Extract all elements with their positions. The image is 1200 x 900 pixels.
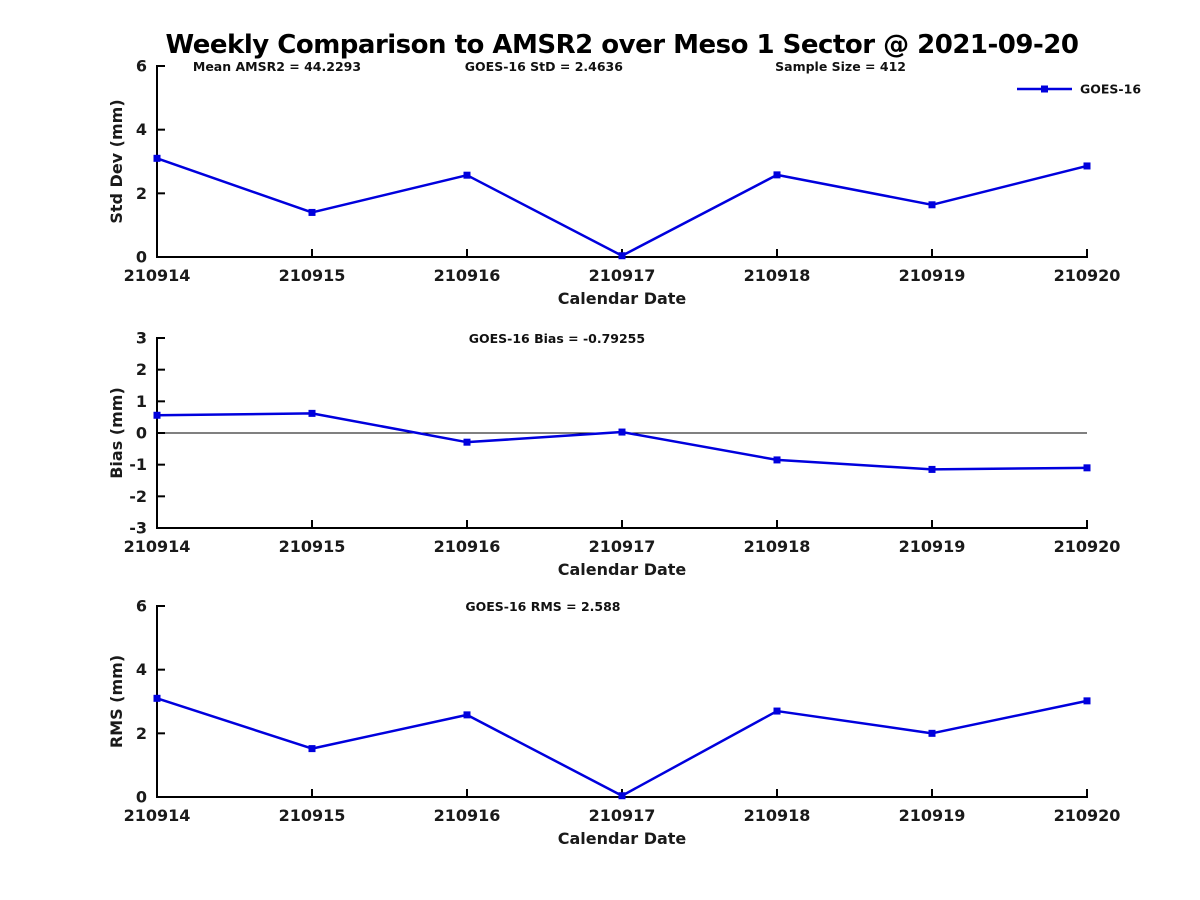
- y-tick-label: 0: [136, 788, 147, 807]
- y-tick-label: 2: [136, 184, 147, 203]
- x-tick-label: 210918: [744, 537, 811, 556]
- y-tick-label: 4: [136, 660, 147, 679]
- x-tick-label: 210920: [1054, 266, 1121, 285]
- x-tick-label: 210920: [1054, 806, 1121, 825]
- data-point-marker: [928, 201, 936, 209]
- x-tick-label: 210915: [279, 537, 346, 556]
- data-point-marker: [773, 171, 781, 179]
- x-tick-label: 210916: [434, 537, 501, 556]
- data-point-marker: [773, 707, 781, 715]
- x-tick-label: 210916: [434, 266, 501, 285]
- x-tick-label: 210918: [744, 266, 811, 285]
- x-axis-label: Calendar Date: [558, 829, 687, 848]
- data-point-marker: [153, 694, 161, 702]
- y-tick-label: -3: [129, 519, 147, 538]
- x-tick-label: 210920: [1054, 537, 1121, 556]
- y-tick-label: 0: [136, 248, 147, 267]
- x-tick-label: 210914: [124, 266, 191, 285]
- x-tick-label: 210918: [744, 806, 811, 825]
- data-point-marker: [308, 745, 316, 753]
- data-point-marker: [1083, 162, 1091, 170]
- x-tick-label: 210914: [124, 537, 191, 556]
- y-axis-label: RMS (mm): [107, 655, 126, 748]
- y-tick-label: -1: [129, 455, 147, 474]
- data-point-marker: [153, 411, 161, 419]
- y-tick-label: 0: [136, 424, 147, 443]
- x-tick-label: 210917: [589, 537, 656, 556]
- chart-annotation: GOES-16 Bias = -0.79255: [469, 331, 645, 346]
- y-tick-label: 2: [136, 724, 147, 743]
- data-point-marker: [153, 154, 161, 162]
- data-point-marker: [618, 428, 626, 436]
- y-tick-label: -2: [129, 487, 147, 506]
- chart-title: Weekly Comparison to AMSR2 over Meso 1 S…: [165, 30, 1079, 60]
- y-tick-label: 1: [136, 392, 147, 411]
- x-tick-label: 210917: [589, 806, 656, 825]
- x-tick-label: 210915: [279, 806, 346, 825]
- data-point-marker: [308, 208, 316, 216]
- chart-annotation: Mean AMSR2 = 44.2293: [193, 59, 361, 74]
- legend-marker: [1041, 85, 1048, 93]
- data-point-marker: [618, 792, 626, 800]
- data-point-marker: [618, 252, 626, 260]
- chart-annotation: GOES-16 StD = 2.4636: [465, 59, 623, 74]
- x-tick-label: 210916: [434, 806, 501, 825]
- x-tick-label: 210919: [899, 266, 966, 285]
- data-point-marker: [463, 171, 471, 179]
- chart-annotation: Sample Size = 412: [775, 59, 906, 74]
- x-axis-label: Calendar Date: [558, 560, 687, 579]
- series-line: [156, 412, 1088, 471]
- x-axis-label: Calendar Date: [558, 289, 687, 308]
- x-tick-label: 210914: [124, 806, 191, 825]
- x-tick-label: 210915: [279, 266, 346, 285]
- legend-label: GOES-16: [1080, 82, 1141, 97]
- y-tick-label: 6: [136, 597, 147, 616]
- data-point-marker: [1083, 464, 1091, 472]
- data-point-marker: [1083, 697, 1091, 705]
- y-tick-label: 2: [136, 360, 147, 379]
- data-point-marker: [463, 438, 471, 446]
- x-tick-label: 210919: [899, 537, 966, 556]
- series-line: [156, 157, 1088, 257]
- data-point-marker: [928, 465, 936, 473]
- series-line: [156, 697, 1088, 797]
- data-point-marker: [308, 409, 316, 417]
- y-tick-label: 6: [136, 57, 147, 76]
- y-axis-label: Std Dev (mm): [107, 99, 126, 223]
- chart-annotation: GOES-16 RMS = 2.588: [465, 599, 620, 614]
- y-tick-label: 3: [136, 329, 147, 348]
- y-axis-label: Bias (mm): [107, 387, 126, 479]
- x-tick-label: 210919: [899, 806, 966, 825]
- x-tick-label: 210917: [589, 266, 656, 285]
- data-point-marker: [773, 456, 781, 464]
- data-point-marker: [463, 711, 471, 719]
- y-tick-label: 4: [136, 120, 147, 139]
- data-point-marker: [928, 729, 936, 737]
